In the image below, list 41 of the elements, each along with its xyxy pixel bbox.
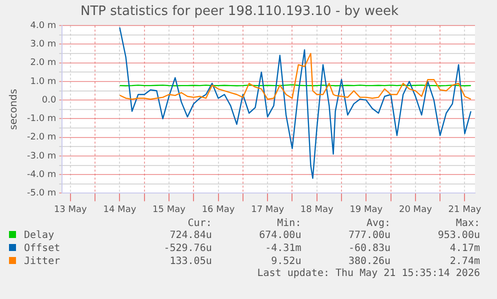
y-tick-label: -3.0 m — [26, 151, 56, 162]
x-tick-label: 20 May — [398, 204, 433, 215]
text: 953.00u — [436, 229, 480, 242]
text: 674.00u — [258, 229, 302, 242]
y-tick-label: 0.0 — [42, 95, 56, 106]
x-tick-label: 13 May — [54, 204, 88, 215]
legend-label: Jitter — [24, 256, 60, 267]
x-tick-label: 15 May — [152, 204, 186, 215]
text: -4.31m — [264, 242, 302, 255]
text: Min: — [276, 218, 302, 229]
text: -60.83u — [347, 242, 391, 255]
y-tick-label: 2.0 m — [30, 58, 56, 68]
text: 9.52u — [270, 255, 302, 268]
x-tick-label: 19 May — [350, 204, 384, 215]
text: 2.74m — [448, 255, 480, 268]
legend-label: Offset — [24, 243, 60, 254]
y-tick-label: -4.0 m — [26, 170, 56, 180]
y-tick-label: 4.0 m — [30, 20, 56, 31]
text: -529.76u — [162, 242, 212, 255]
x-tick-label: 14 May — [103, 204, 137, 215]
y-tick-label: 3.0 m — [30, 40, 56, 50]
text: 4.17m — [448, 242, 480, 255]
text: 777.00u — [347, 229, 391, 242]
y-tick-label: -2.0 m — [26, 132, 56, 143]
text: 380.26u — [347, 255, 391, 268]
text: 133.05u — [168, 255, 212, 268]
y-axis-title: seconds — [8, 88, 20, 130]
text: Cur: — [186, 218, 212, 229]
x-tick-label: 21 May — [448, 204, 482, 215]
x-tick-label: 18 May — [300, 204, 334, 215]
x-tick-label: 17 May — [251, 204, 285, 215]
text: 724.84u — [168, 229, 212, 242]
y-tick-label: -5.0 m — [26, 188, 56, 199]
text: Last update: Thu May 21 15:35:14 2026 — [256, 268, 480, 279]
chart-title: NTP statistics for peer 198.110.193.10 - by week — [80, 4, 399, 20]
text: Max: — [454, 218, 480, 229]
legend-label: Delay — [24, 230, 54, 241]
text: Avg: — [366, 218, 391, 229]
x-tick-label: 16 May — [202, 204, 236, 215]
y-tick-label: -1.0 m — [26, 114, 56, 124]
y-tick-label: 1.0 m — [30, 76, 56, 87]
